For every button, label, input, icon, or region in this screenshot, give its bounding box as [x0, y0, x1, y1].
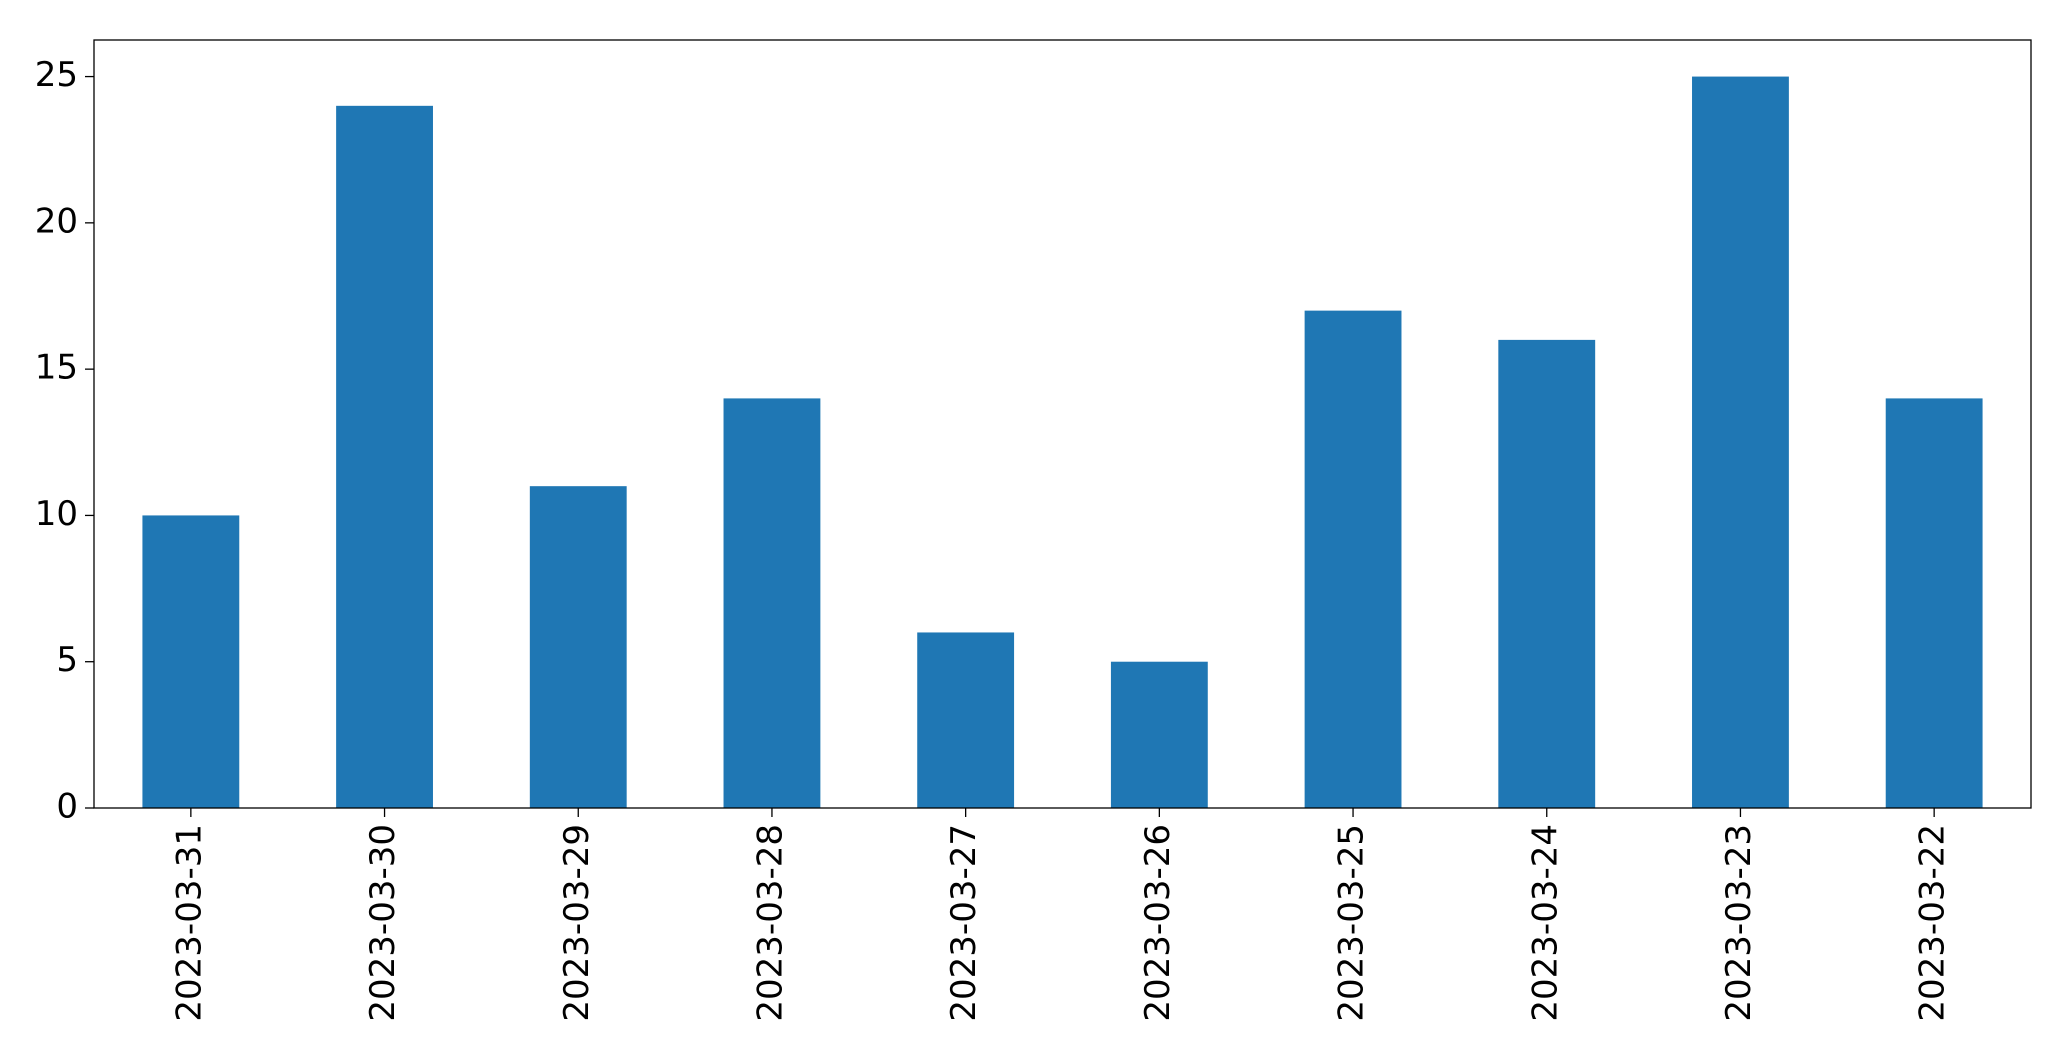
y-tick-label: 10 — [35, 494, 78, 534]
bar — [1498, 339, 1596, 808]
bar — [1304, 310, 1402, 808]
y-tick-label: 5 — [56, 640, 78, 680]
x-tick-label: 2023-03-31 — [169, 824, 209, 1022]
x-tick-label: 2023-03-29 — [557, 824, 597, 1022]
x-tick-label: 2023-03-22 — [1913, 824, 1953, 1022]
bar — [142, 515, 240, 808]
x-tick-label: 2023-03-26 — [1138, 824, 1178, 1022]
plot-frame — [93, 39, 2032, 809]
bar — [1692, 76, 1789, 809]
y-tick-label: 25 — [35, 55, 78, 95]
y-tick-label: 20 — [35, 201, 78, 241]
x-tick-label: 2023-03-30 — [363, 824, 403, 1022]
bar — [529, 486, 627, 808]
y-tick-label: 15 — [35, 348, 78, 388]
bar — [336, 105, 433, 809]
bar — [1885, 398, 1983, 808]
x-tick-label: 2023-03-27 — [944, 824, 984, 1022]
bar — [917, 632, 1015, 808]
x-tick-label: 2023-03-25 — [1332, 824, 1372, 1022]
bar — [723, 398, 821, 808]
x-tick-label: 2023-03-23 — [1719, 824, 1759, 1022]
bar — [1110, 661, 1208, 808]
x-tick-label: 2023-03-28 — [750, 824, 790, 1022]
y-tick-label: 0 — [56, 787, 78, 827]
x-tick-label: 2023-03-24 — [1525, 824, 1565, 1022]
